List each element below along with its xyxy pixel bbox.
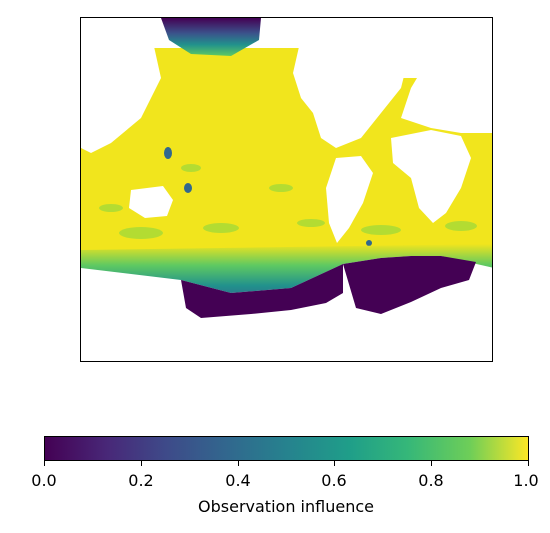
colorbar-tick [141,461,142,466]
arctic-band [161,18,261,56]
colorbar-tick-label: 0.0 [31,471,57,490]
colorbar-tick [334,461,335,466]
colorbar-tick-label: 0.4 [225,471,251,490]
greenland [391,18,426,58]
colorbar-title: Observation influence [198,497,374,516]
map-panel [80,17,493,362]
south-america [326,156,373,243]
australia [129,186,173,218]
antarctic-low-influence [181,256,476,318]
eurasia [401,28,492,133]
asia [81,33,161,153]
colorbar-tick [528,461,529,466]
colorbar-tick-label: 0.6 [321,471,347,490]
colorbar-tick-label: 0.8 [418,471,444,490]
colorbar-tick [238,461,239,466]
ocean-influence-map [81,18,492,361]
north-america [293,28,411,148]
colorbar-gradient [45,437,528,460]
colorbar-tick-label: 1.0 [513,471,539,490]
low-influence-spots [164,147,372,246]
colorbar [44,436,529,461]
colorbar-tick [431,461,432,466]
colorbar-tick-label: 0.2 [128,471,154,490]
colorbar-tick [44,461,45,466]
africa [391,130,471,223]
